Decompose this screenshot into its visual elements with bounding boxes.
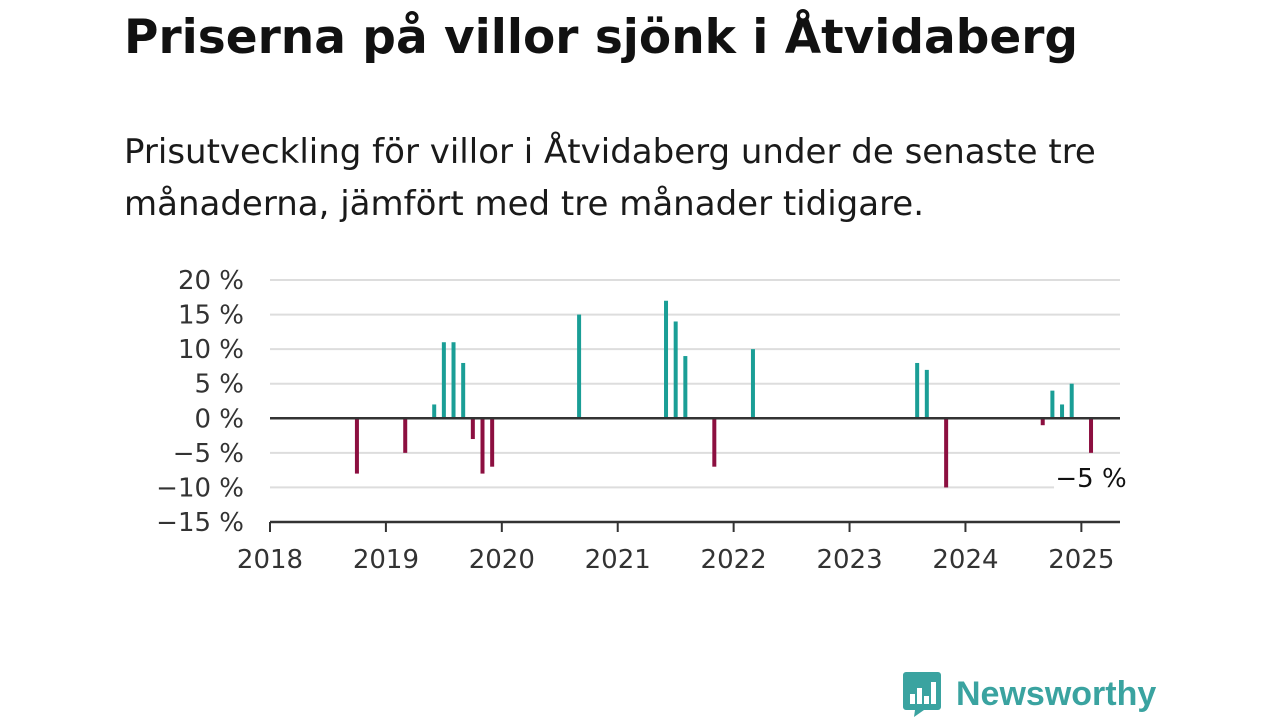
chart-title: Priserna på villor sjönk i Åtvidaberg — [124, 10, 1079, 65]
y-tick-label: −5 % — [173, 439, 244, 469]
bar — [683, 356, 688, 419]
y-tick-label: 5 % — [194, 370, 244, 400]
y-tick-label: 20 % — [178, 266, 244, 296]
bar — [577, 314, 582, 419]
bar — [1069, 383, 1074, 419]
y-tick-label: −15 % — [156, 508, 244, 538]
bar — [490, 418, 495, 467]
x-tick-label: 2018 — [237, 545, 303, 575]
x-tick-label: 2024 — [932, 545, 998, 575]
bar — [470, 418, 475, 440]
bar — [712, 418, 717, 467]
chart-subtitle: Prisutveckling för villor i Åtvidaberg u… — [124, 132, 1096, 224]
bars — [354, 300, 1094, 488]
labels: 20 % 15 % 10 % 5 % 0 % −5 % −10 % −15 % 2018 2019… — [156, 266, 1129, 575]
annotation-background — [1054, 461, 1129, 496]
y-tick-label: 0 % — [194, 404, 244, 434]
brand-name: Newsworthy — [956, 674, 1157, 713]
last-value-label: −5 % — [1055, 464, 1126, 494]
x-tick-label: 2025 — [1048, 545, 1114, 575]
bar — [1040, 418, 1045, 426]
bar — [1050, 390, 1055, 419]
bar — [480, 418, 485, 474]
bar — [1089, 418, 1094, 453]
y-tick-label: 10 % — [178, 335, 244, 365]
y-tick-label: 15 % — [178, 301, 244, 331]
x-tick-label: 2019 — [353, 545, 419, 575]
bar — [944, 418, 949, 488]
x-tick-label: 2020 — [469, 545, 535, 575]
bar — [451, 342, 456, 419]
bar — [915, 362, 920, 419]
bar — [461, 362, 466, 419]
bar — [441, 342, 446, 419]
bar — [924, 369, 929, 419]
bar — [664, 300, 669, 419]
bar — [1060, 404, 1065, 419]
gridlines — [270, 279, 1120, 489]
bar — [403, 418, 408, 453]
bar — [673, 321, 678, 419]
x-tick-label: 2021 — [585, 545, 651, 575]
bar — [354, 418, 359, 474]
bar-chart-speech-bubble-icon — [903, 672, 941, 717]
bar — [432, 404, 437, 419]
x-tick-label: 2023 — [816, 545, 882, 575]
y-tick-label: −10 % — [156, 473, 244, 503]
x-tick-label: 2022 — [701, 545, 767, 575]
newsworthy-logo: Newsworthy — [902, 670, 1156, 718]
axes — [269, 417, 1120, 532]
bar — [750, 349, 755, 419]
